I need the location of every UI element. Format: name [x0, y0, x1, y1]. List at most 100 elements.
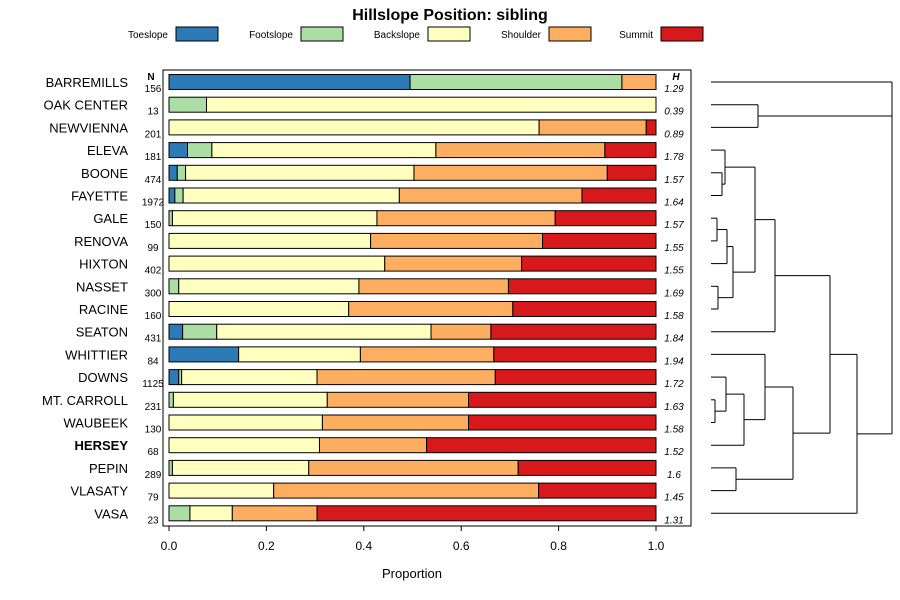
x-tick-label: 0.2: [258, 539, 275, 553]
row-count: 23: [147, 515, 159, 526]
bar-segment-shoulder: [430, 323, 492, 340]
row-oak-center: OAK CENTER 13 0.39: [43, 96, 684, 118]
row-label: GALE: [93, 211, 128, 226]
bar-segment-shoulder: [370, 232, 544, 249]
legend-swatch-footslope: [300, 26, 344, 42]
bar-segment-backslope: [182, 187, 400, 204]
bar-segment-shoulder: [348, 301, 514, 317]
chart-title: Hillslope Position: sibling: [352, 7, 548, 24]
row-count: 156: [145, 84, 162, 95]
row-label: HERSEY: [75, 438, 129, 453]
row-newvienna: NEWVIENNA 201 0.89: [49, 119, 684, 140]
row-count: 150: [145, 220, 162, 231]
bar-segment-summit: [581, 187, 657, 204]
bar-segment-footslope: [409, 74, 623, 90]
row-h-value: 1.31: [664, 515, 683, 526]
bar-segment-shoulder: [538, 119, 647, 136]
legend-swatch-toeslope: [175, 26, 219, 42]
bar-segment-backslope: [216, 323, 432, 340]
row-hersey: HERSEY 68 1.52: [75, 437, 684, 458]
row-h-value: 1.58: [664, 425, 684, 436]
row-count: 181: [145, 152, 162, 163]
legend-label-shoulder: Shoulder: [501, 30, 542, 41]
bar-segment-backslope: [168, 482, 275, 499]
row-h-value: 1.69: [664, 288, 684, 299]
row-boone: BOONE 474 1.57: [81, 164, 684, 186]
row-label: RENOVA: [74, 234, 128, 249]
row-label: MT. CARROLL: [42, 393, 128, 408]
bar-segment-shoulder: [413, 164, 608, 181]
bar-segment-summit: [468, 414, 657, 431]
bar-segment-shoulder: [359, 346, 495, 363]
bar-segment-toeslope: [168, 142, 189, 159]
row-label: NEWVIENNA: [49, 120, 128, 135]
row-waubeek: WAUBEEK 130 1.58: [63, 414, 684, 436]
row-h-value: 1.57: [664, 175, 684, 186]
bar-segment-toeslope: [168, 187, 176, 204]
row-label: HIXTON: [79, 257, 128, 272]
row-label: NASSET: [76, 279, 128, 294]
row-count: 231: [145, 402, 162, 413]
bar-segment-summit: [606, 164, 657, 181]
row-count: 201: [145, 129, 162, 140]
row-h-value: 1.57: [664, 220, 684, 231]
plot-frame: [162, 69, 692, 527]
bar-segment-shoulder: [358, 278, 509, 295]
row-mt-carroll: MT. CARROLL 231 1.63: [42, 391, 684, 413]
bar-segment-footslope: [174, 187, 184, 204]
row-count: 431: [145, 334, 162, 345]
x-tick-label: 0.6: [453, 539, 470, 553]
row-gale: GALE 150 1.57: [93, 210, 684, 231]
bar-segment-backslope: [168, 119, 540, 136]
bar-segment-footslope: [176, 164, 187, 181]
row-h-value: 1.63: [664, 402, 684, 413]
row-label: SEATON: [76, 325, 128, 340]
bar-segment-footslope: [168, 278, 180, 295]
bar-segment-summit: [538, 482, 657, 499]
row-hixton: HIXTON 402 1.55: [79, 255, 684, 277]
x-tick-label: 0.4: [355, 539, 372, 553]
bar-segment-backslope: [181, 369, 318, 386]
row-fayette: FAYETTE 1972 1.64: [71, 187, 684, 209]
row-h-value: 1.52: [664, 447, 684, 458]
dendrogram: [711, 81, 893, 514]
bar-segment-footslope: [168, 391, 174, 408]
row-label: PEPIN: [89, 461, 128, 476]
bar-segment-footslope: [168, 505, 191, 522]
row-h-value: 0.89: [664, 129, 684, 140]
legend-label-footslope: Footslope: [249, 30, 293, 41]
bar-segment-summit: [512, 301, 657, 317]
row-label: ELEVA: [87, 143, 128, 158]
bar-segment-shoulder: [376, 210, 556, 227]
row-nasset: NASSET 300 1.69: [76, 278, 684, 299]
row-downs: DOWNS 1125 1.72: [78, 369, 684, 390]
x-tick-label: 0.0: [161, 539, 178, 553]
row-eleva: ELEVA 181 1.78: [87, 142, 684, 163]
bar-segment-summit: [645, 119, 657, 136]
row-count: 68: [147, 447, 159, 458]
legend: Toeslope Footslope Backslope Shoulder Summit: [128, 26, 704, 42]
bar-segment-shoulder: [318, 437, 428, 454]
bar-segment-shoulder: [321, 414, 470, 431]
row-vlasaty: VLASATY 79 1.45: [70, 482, 684, 504]
row-h-value: 1.84: [664, 334, 684, 345]
row-h-value: 1.58: [664, 311, 684, 322]
bar-segment-backslope: [168, 437, 320, 454]
legend-swatch-shoulder: [548, 26, 592, 42]
row-label: DOWNS: [78, 370, 128, 385]
bar-segment-summit: [493, 346, 657, 363]
row-count: 1125: [142, 379, 164, 390]
row-count: 1972: [142, 198, 165, 209]
row-h-value: 1.55: [664, 243, 684, 254]
bar-segment-shoulder: [273, 482, 540, 499]
bar-segment-toeslope: [168, 164, 178, 181]
bar-segment-toeslope: [168, 323, 184, 340]
row-count: 13: [147, 107, 159, 118]
row-label: WAUBEEK: [63, 416, 128, 431]
x-axis-label: Proportion: [382, 566, 442, 581]
row-label: BARREMILLS: [46, 75, 129, 90]
row-count: 402: [145, 266, 162, 277]
row-h-value: 1.94: [664, 356, 684, 367]
bar-segment-toeslope: [168, 346, 240, 363]
